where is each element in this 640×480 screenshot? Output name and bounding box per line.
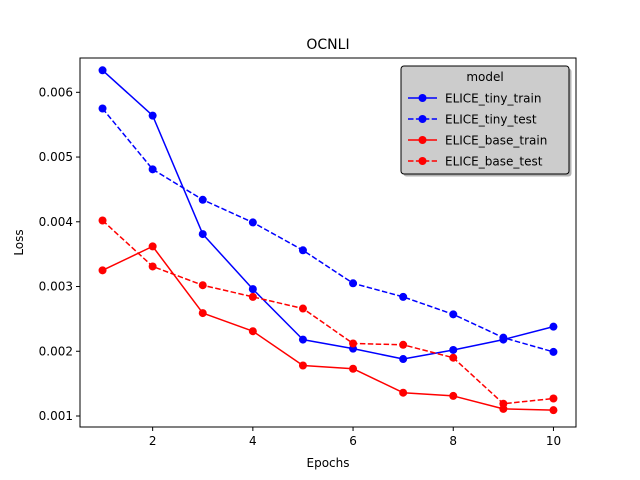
legend: model ELICE_tiny_train ELICE_tiny_test ELIC… <box>400 65 572 177</box>
data-point <box>248 292 257 301</box>
series-line <box>101 108 554 353</box>
data-point <box>98 216 107 225</box>
data-point <box>198 309 207 318</box>
legend-label: ELICE_base_test <box>445 155 543 169</box>
data-point <box>399 292 408 301</box>
legend-marker <box>418 157 427 165</box>
data-point <box>549 394 558 403</box>
data-point <box>399 388 408 397</box>
data-point <box>349 339 358 348</box>
data-point <box>98 104 107 113</box>
data-point <box>349 364 358 373</box>
y-tick-label: 0.001 <box>39 409 73 423</box>
data-point <box>449 391 458 400</box>
x-tick-label: 4 <box>249 434 257 448</box>
series-ELICE_base_test <box>98 216 558 408</box>
legend-item: ELICE_tiny_test <box>408 113 537 127</box>
x-axis: 2 4 6 8 10 <box>149 427 561 448</box>
data-point <box>148 242 157 251</box>
data-point <box>298 246 307 255</box>
data-point <box>399 355 408 364</box>
legend-label: ELICE_tiny_train <box>445 92 541 106</box>
y-axis-label: Loss <box>12 229 26 255</box>
data-point <box>349 279 358 288</box>
legend-item: ELICE_tiny_train <box>408 92 541 106</box>
data-point <box>549 347 558 356</box>
data-point <box>98 66 107 75</box>
data-point <box>148 111 157 120</box>
series-line <box>102 69 554 360</box>
data-point <box>148 165 157 174</box>
data-point <box>298 335 307 344</box>
legend-box <box>400 65 570 175</box>
x-axis-label: Epochs <box>307 456 350 470</box>
legend-label: ELICE_base_train <box>445 134 547 148</box>
legend-item: ELICE_base_test <box>408 155 543 169</box>
x-tick-label: 6 <box>349 434 357 448</box>
y-tick-label: 0.006 <box>39 85 73 99</box>
data-point <box>298 304 307 313</box>
y-tick-label: 0.002 <box>39 344 73 358</box>
data-point <box>449 345 458 354</box>
series-ELICE_tiny_test <box>98 104 558 356</box>
x-tick-label: 10 <box>546 434 561 448</box>
data-point <box>449 310 458 319</box>
legend-marker <box>418 94 427 102</box>
y-tick-label: 0.004 <box>39 215 73 229</box>
data-point <box>198 230 207 239</box>
series-line <box>102 245 554 411</box>
series-ELICE_base_train <box>98 242 558 415</box>
data-point <box>198 281 207 290</box>
data-point <box>248 327 257 336</box>
series-line <box>102 219 554 405</box>
series-layer <box>98 66 558 415</box>
data-point <box>549 406 558 415</box>
data-point <box>499 399 508 408</box>
legend-marker <box>418 115 427 123</box>
chart-title: OCNLI <box>306 37 349 53</box>
y-axis: 0.001 0.002 0.003 0.004 0.005 0.006 <box>39 85 80 423</box>
legend-title: model <box>466 70 503 84</box>
legend-label: ELICE_tiny_test <box>445 113 537 127</box>
data-point <box>98 266 107 275</box>
x-tick-label: 8 <box>449 434 457 448</box>
x-tick-label: 2 <box>149 434 157 448</box>
data-point <box>248 218 257 227</box>
data-point <box>198 195 207 204</box>
data-point <box>499 333 508 342</box>
data-point <box>298 361 307 370</box>
y-tick-label: 0.003 <box>39 280 73 294</box>
data-point <box>148 262 157 271</box>
data-point <box>248 285 257 294</box>
data-point <box>399 340 408 349</box>
y-tick-label: 0.005 <box>39 150 73 164</box>
legend-marker <box>418 136 427 144</box>
data-point <box>549 322 558 331</box>
legend-item: ELICE_base_train <box>408 134 547 148</box>
data-point <box>449 353 458 362</box>
